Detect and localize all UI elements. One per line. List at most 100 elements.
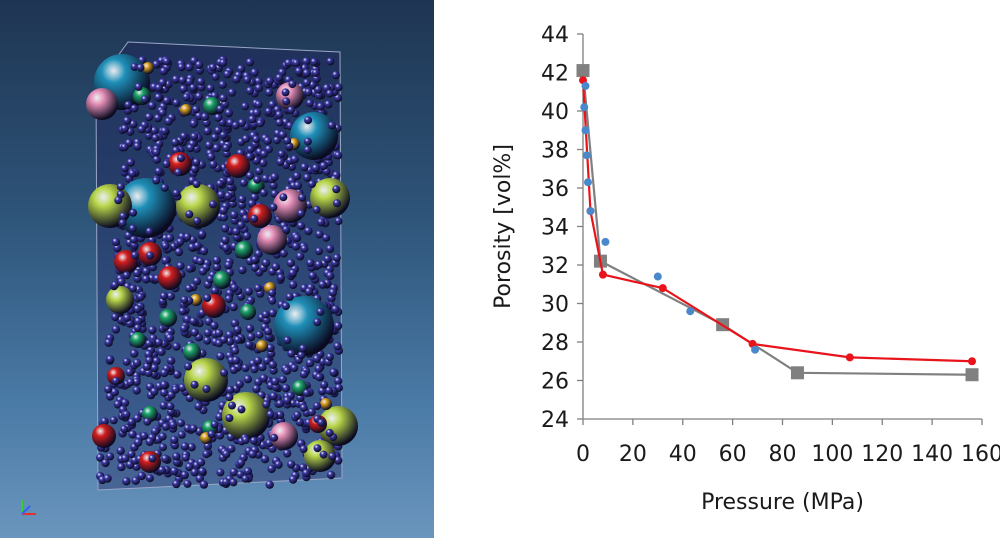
small-particle <box>222 244 231 252</box>
y-tick-label: 26 <box>541 370 569 395</box>
small-particle <box>133 304 142 314</box>
small-particle <box>189 317 198 326</box>
small-particle <box>316 307 325 316</box>
small-particle <box>225 393 234 402</box>
small-particle <box>120 398 130 407</box>
small-particle <box>172 479 181 489</box>
small-particle <box>283 396 292 405</box>
pink-sphere <box>257 225 287 255</box>
series-line <box>581 70 973 376</box>
green-sphere <box>240 304 256 320</box>
small-particle <box>172 452 181 461</box>
small-particle <box>176 261 185 271</box>
small-particle <box>319 450 328 459</box>
small-particle <box>242 231 252 241</box>
small-particle <box>235 380 244 389</box>
small-particle <box>292 171 302 181</box>
x-tick-label: 140 <box>911 442 953 467</box>
small-particle <box>196 257 205 266</box>
small-particle <box>185 264 194 273</box>
small-particle <box>120 124 129 133</box>
small-particle <box>117 462 126 472</box>
small-particle <box>302 68 311 78</box>
red-sphere <box>226 154 250 178</box>
small-particle <box>224 294 233 303</box>
small-particle <box>252 108 262 118</box>
data-point <box>581 126 590 135</box>
small-particle <box>195 474 204 483</box>
small-particle <box>254 100 263 109</box>
small-particle <box>225 414 234 422</box>
small-particle <box>113 400 123 409</box>
small-particle <box>232 227 241 236</box>
small-particle <box>148 325 157 335</box>
small-particle <box>177 63 186 72</box>
small-particle <box>292 59 301 67</box>
small-particle <box>117 277 126 287</box>
small-particle <box>283 136 292 145</box>
small-particle <box>162 160 171 169</box>
small-particle <box>210 420 219 429</box>
small-particle <box>262 400 271 409</box>
small-particle <box>154 93 163 102</box>
small-particle <box>306 258 315 268</box>
small-particle <box>192 158 201 167</box>
small-particle <box>329 368 338 377</box>
small-particle <box>275 118 284 127</box>
data-point <box>845 353 854 362</box>
small-particle <box>230 319 240 328</box>
small-particle <box>276 157 285 167</box>
small-particle <box>261 258 271 268</box>
small-particle <box>237 200 247 209</box>
small-particle <box>314 85 323 94</box>
small-particle <box>160 368 169 378</box>
small-particle <box>111 237 121 247</box>
gold-sphere <box>190 294 202 306</box>
small-particle <box>219 58 228 67</box>
small-particle <box>288 280 298 289</box>
green-sphere <box>213 271 231 289</box>
small-particle <box>96 453 105 462</box>
small-particle <box>129 235 138 244</box>
y-tick-label: 42 <box>541 62 569 87</box>
small-particle <box>268 308 277 318</box>
particle-packing-view <box>21 41 358 515</box>
small-particle <box>305 99 314 108</box>
small-particle <box>106 452 115 461</box>
small-particle <box>177 419 185 428</box>
small-particle <box>147 101 157 110</box>
small-particle <box>268 296 277 305</box>
small-particle <box>290 155 299 164</box>
small-particle <box>308 271 317 280</box>
small-particle <box>333 321 343 331</box>
small-particle <box>233 335 242 344</box>
small-particle <box>202 450 211 459</box>
small-particle <box>288 80 297 89</box>
small-particle <box>154 83 163 92</box>
small-particle <box>270 172 279 182</box>
small-particle <box>302 78 311 87</box>
small-particle <box>237 405 246 414</box>
gold-sphere <box>180 104 192 116</box>
small-particle <box>150 363 159 373</box>
small-particle <box>310 57 319 66</box>
small-particle <box>132 268 142 278</box>
x-tick-label: 40 <box>669 442 697 467</box>
small-particle <box>145 356 154 365</box>
small-particle <box>143 417 152 426</box>
particle-simulation-render <box>0 0 434 538</box>
small-particle <box>292 233 302 243</box>
small-particle <box>314 364 323 373</box>
small-particle <box>263 136 272 145</box>
small-particle <box>219 206 228 215</box>
small-particle <box>210 286 220 295</box>
small-particle <box>104 385 113 394</box>
data-point <box>601 237 610 246</box>
y-tick-label: 40 <box>541 100 569 125</box>
small-particle <box>220 368 229 377</box>
small-particle <box>293 411 302 420</box>
small-particle <box>313 402 322 410</box>
small-particle <box>281 302 290 311</box>
small-particle <box>152 155 161 164</box>
small-particle <box>231 356 241 365</box>
